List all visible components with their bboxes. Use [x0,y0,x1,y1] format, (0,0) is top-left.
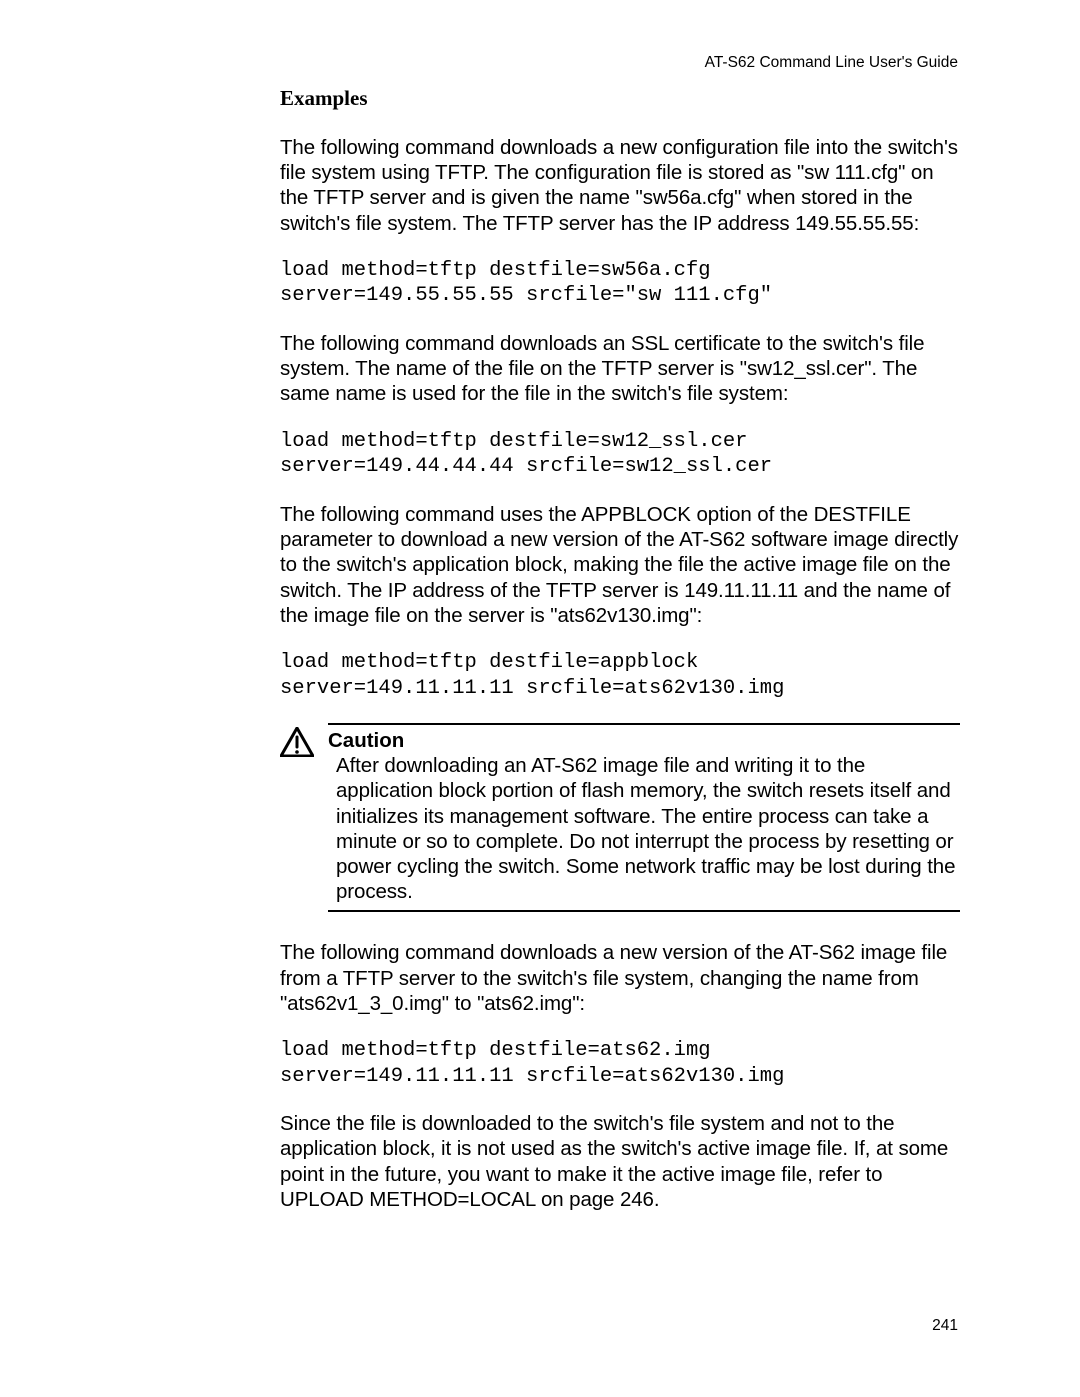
paragraph-intro-2: The following command downloads an SSL c… [280,331,960,407]
section-heading-examples: Examples [280,86,960,111]
code-example-1: load method=tftp destfile=sw56a.cfg serv… [280,258,960,309]
page-content: Examples The following command downloads… [280,50,960,1234]
paragraph-closing: Since the file is downloaded to the swit… [280,1111,960,1212]
paragraph-intro-1: The following command downloads a new co… [280,135,960,236]
paragraph-intro-3: The following command uses the APPBLOCK … [280,502,960,628]
caution-body: After downloading an AT-S62 image file a… [328,753,960,904]
code-example-3: load method=tftp destfile=appblock serve… [280,650,960,701]
code-example-4: load method=tftp destfile=ats62.img serv… [280,1038,960,1089]
warning-triangle-icon [280,727,314,757]
page-number: 241 [932,1317,958,1335]
paragraph-intro-4: The following command downloads a new ve… [280,940,960,1016]
caution-callout: Caution After downloading an AT-S62 imag… [328,723,960,912]
code-example-2: load method=tftp destfile=sw12_ssl.cer s… [280,429,960,480]
caution-title: Caution [328,729,960,753]
